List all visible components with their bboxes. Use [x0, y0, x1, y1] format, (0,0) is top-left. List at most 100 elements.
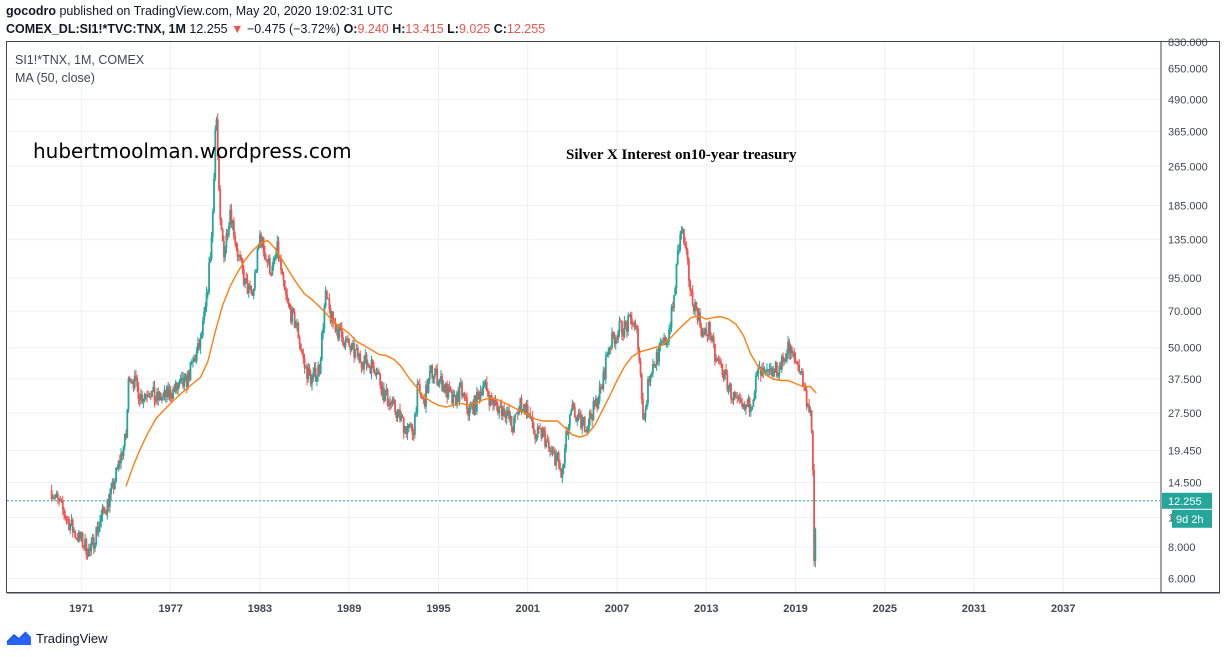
- candle-body: [614, 338, 617, 344]
- candle-body: [249, 284, 251, 286]
- candle-body: [484, 382, 487, 384]
- candle-body: [365, 354, 368, 366]
- candle-body: [74, 531, 77, 538]
- candle-body: [173, 388, 176, 392]
- y-tick-label: 14.500: [1168, 477, 1202, 489]
- high-value: 13.415: [405, 22, 444, 36]
- candle-body: [75, 537, 78, 539]
- candle-body: [163, 389, 166, 395]
- candle-body: [182, 378, 184, 387]
- candle-body: [762, 368, 765, 372]
- candle-body: [380, 384, 383, 395]
- candle-body: [126, 409, 129, 439]
- candle-body: [437, 381, 440, 385]
- candle-body: [81, 532, 84, 547]
- candle-body: [306, 366, 308, 380]
- candle-body: [288, 303, 291, 309]
- x-tick-label: 1983: [248, 603, 272, 615]
- last-price: 12.255: [189, 22, 228, 36]
- candle-body: [436, 368, 439, 385]
- watermark-text: hubertmoolman.wordpress.com: [33, 139, 352, 163]
- candle-body: [244, 278, 246, 285]
- chart-frame[interactable]: [6, 41, 1220, 593]
- candle-body: [449, 390, 452, 393]
- candle-body: [192, 361, 194, 363]
- candle-body: [564, 448, 566, 464]
- candle-body: [774, 362, 777, 373]
- candle-body: [225, 233, 228, 248]
- candle-body: [399, 409, 401, 421]
- candle-body: [738, 397, 741, 400]
- candle-body: [355, 348, 358, 351]
- candle-body: [237, 254, 240, 257]
- candle-body: [56, 493, 59, 499]
- candle-body: [70, 519, 73, 525]
- candle-body: [73, 531, 75, 533]
- candle-body: [582, 416, 585, 420]
- candle-body: [638, 349, 641, 361]
- candle-body: [618, 320, 621, 333]
- x-tick-label: 2001: [515, 603, 539, 615]
- candle-body: [603, 371, 606, 379]
- candle-body: [161, 397, 163, 401]
- candle-body: [342, 336, 344, 346]
- candle-body: [180, 378, 183, 380]
- candle-body: [412, 433, 415, 435]
- candle-body: [252, 288, 255, 296]
- candle-body: [572, 404, 575, 407]
- symbol-ohlc-line: COMEX_DL:SI1!*TVC:TNX, 1M 12.255 ▼ −0.47…: [6, 22, 545, 36]
- candle-body: [426, 384, 429, 393]
- candle-body: [281, 270, 284, 275]
- candle-body: [602, 371, 605, 390]
- candle-body: [772, 369, 775, 376]
- candle-body: [285, 289, 287, 295]
- candle-body: [494, 399, 497, 402]
- candle-body: [442, 385, 445, 392]
- candle-body: [594, 398, 597, 406]
- candle-body: [107, 498, 110, 507]
- candle-body: [596, 398, 599, 409]
- series-legend[interactable]: SI1!*TNX, 1M, COMEX: [15, 53, 145, 67]
- candle-body: [714, 344, 716, 362]
- candle-body: [515, 412, 518, 415]
- candle-body: [753, 392, 756, 400]
- candle-body: [158, 393, 161, 400]
- candle-body: [601, 387, 603, 390]
- candle-body: [250, 285, 253, 294]
- y-tick-label: 490.000: [1168, 94, 1208, 106]
- tradingview-brand[interactable]: TradingView: [6, 630, 108, 646]
- candle-body: [485, 382, 488, 392]
- candle-body: [802, 370, 804, 386]
- candle-body: [462, 392, 465, 397]
- candle-body: [751, 406, 754, 411]
- x-tick-label: 2025: [873, 603, 897, 615]
- candle-body: [76, 538, 79, 542]
- y-tick-label: 265.000: [1168, 161, 1208, 173]
- candle-body: [358, 354, 360, 358]
- candle-body: [157, 391, 160, 400]
- candle-body: [78, 531, 80, 542]
- candle-body: [53, 497, 56, 499]
- candle-body: [105, 513, 108, 515]
- candle-body: [722, 374, 725, 380]
- candle-body: [749, 410, 752, 413]
- candle-body: [110, 487, 113, 494]
- candle-body: [611, 332, 613, 349]
- candle-body: [172, 388, 175, 399]
- candle-body: [723, 369, 726, 380]
- candle-body: [483, 382, 486, 386]
- candle-body: [759, 366, 762, 376]
- indicator-legend[interactable]: MA (50, close): [15, 71, 95, 85]
- candle-body: [332, 311, 334, 323]
- candle-body: [679, 234, 682, 250]
- candle-body: [297, 323, 300, 338]
- candle-body: [127, 378, 130, 410]
- candle-body: [162, 394, 165, 398]
- candle-body: [337, 329, 339, 339]
- x-tick-label: 1989: [337, 603, 361, 615]
- candle-body: [780, 356, 783, 370]
- candle-body: [262, 238, 265, 252]
- candle-body: [520, 398, 523, 412]
- candle-body: [777, 375, 780, 377]
- author-name[interactable]: gocodro: [6, 4, 56, 18]
